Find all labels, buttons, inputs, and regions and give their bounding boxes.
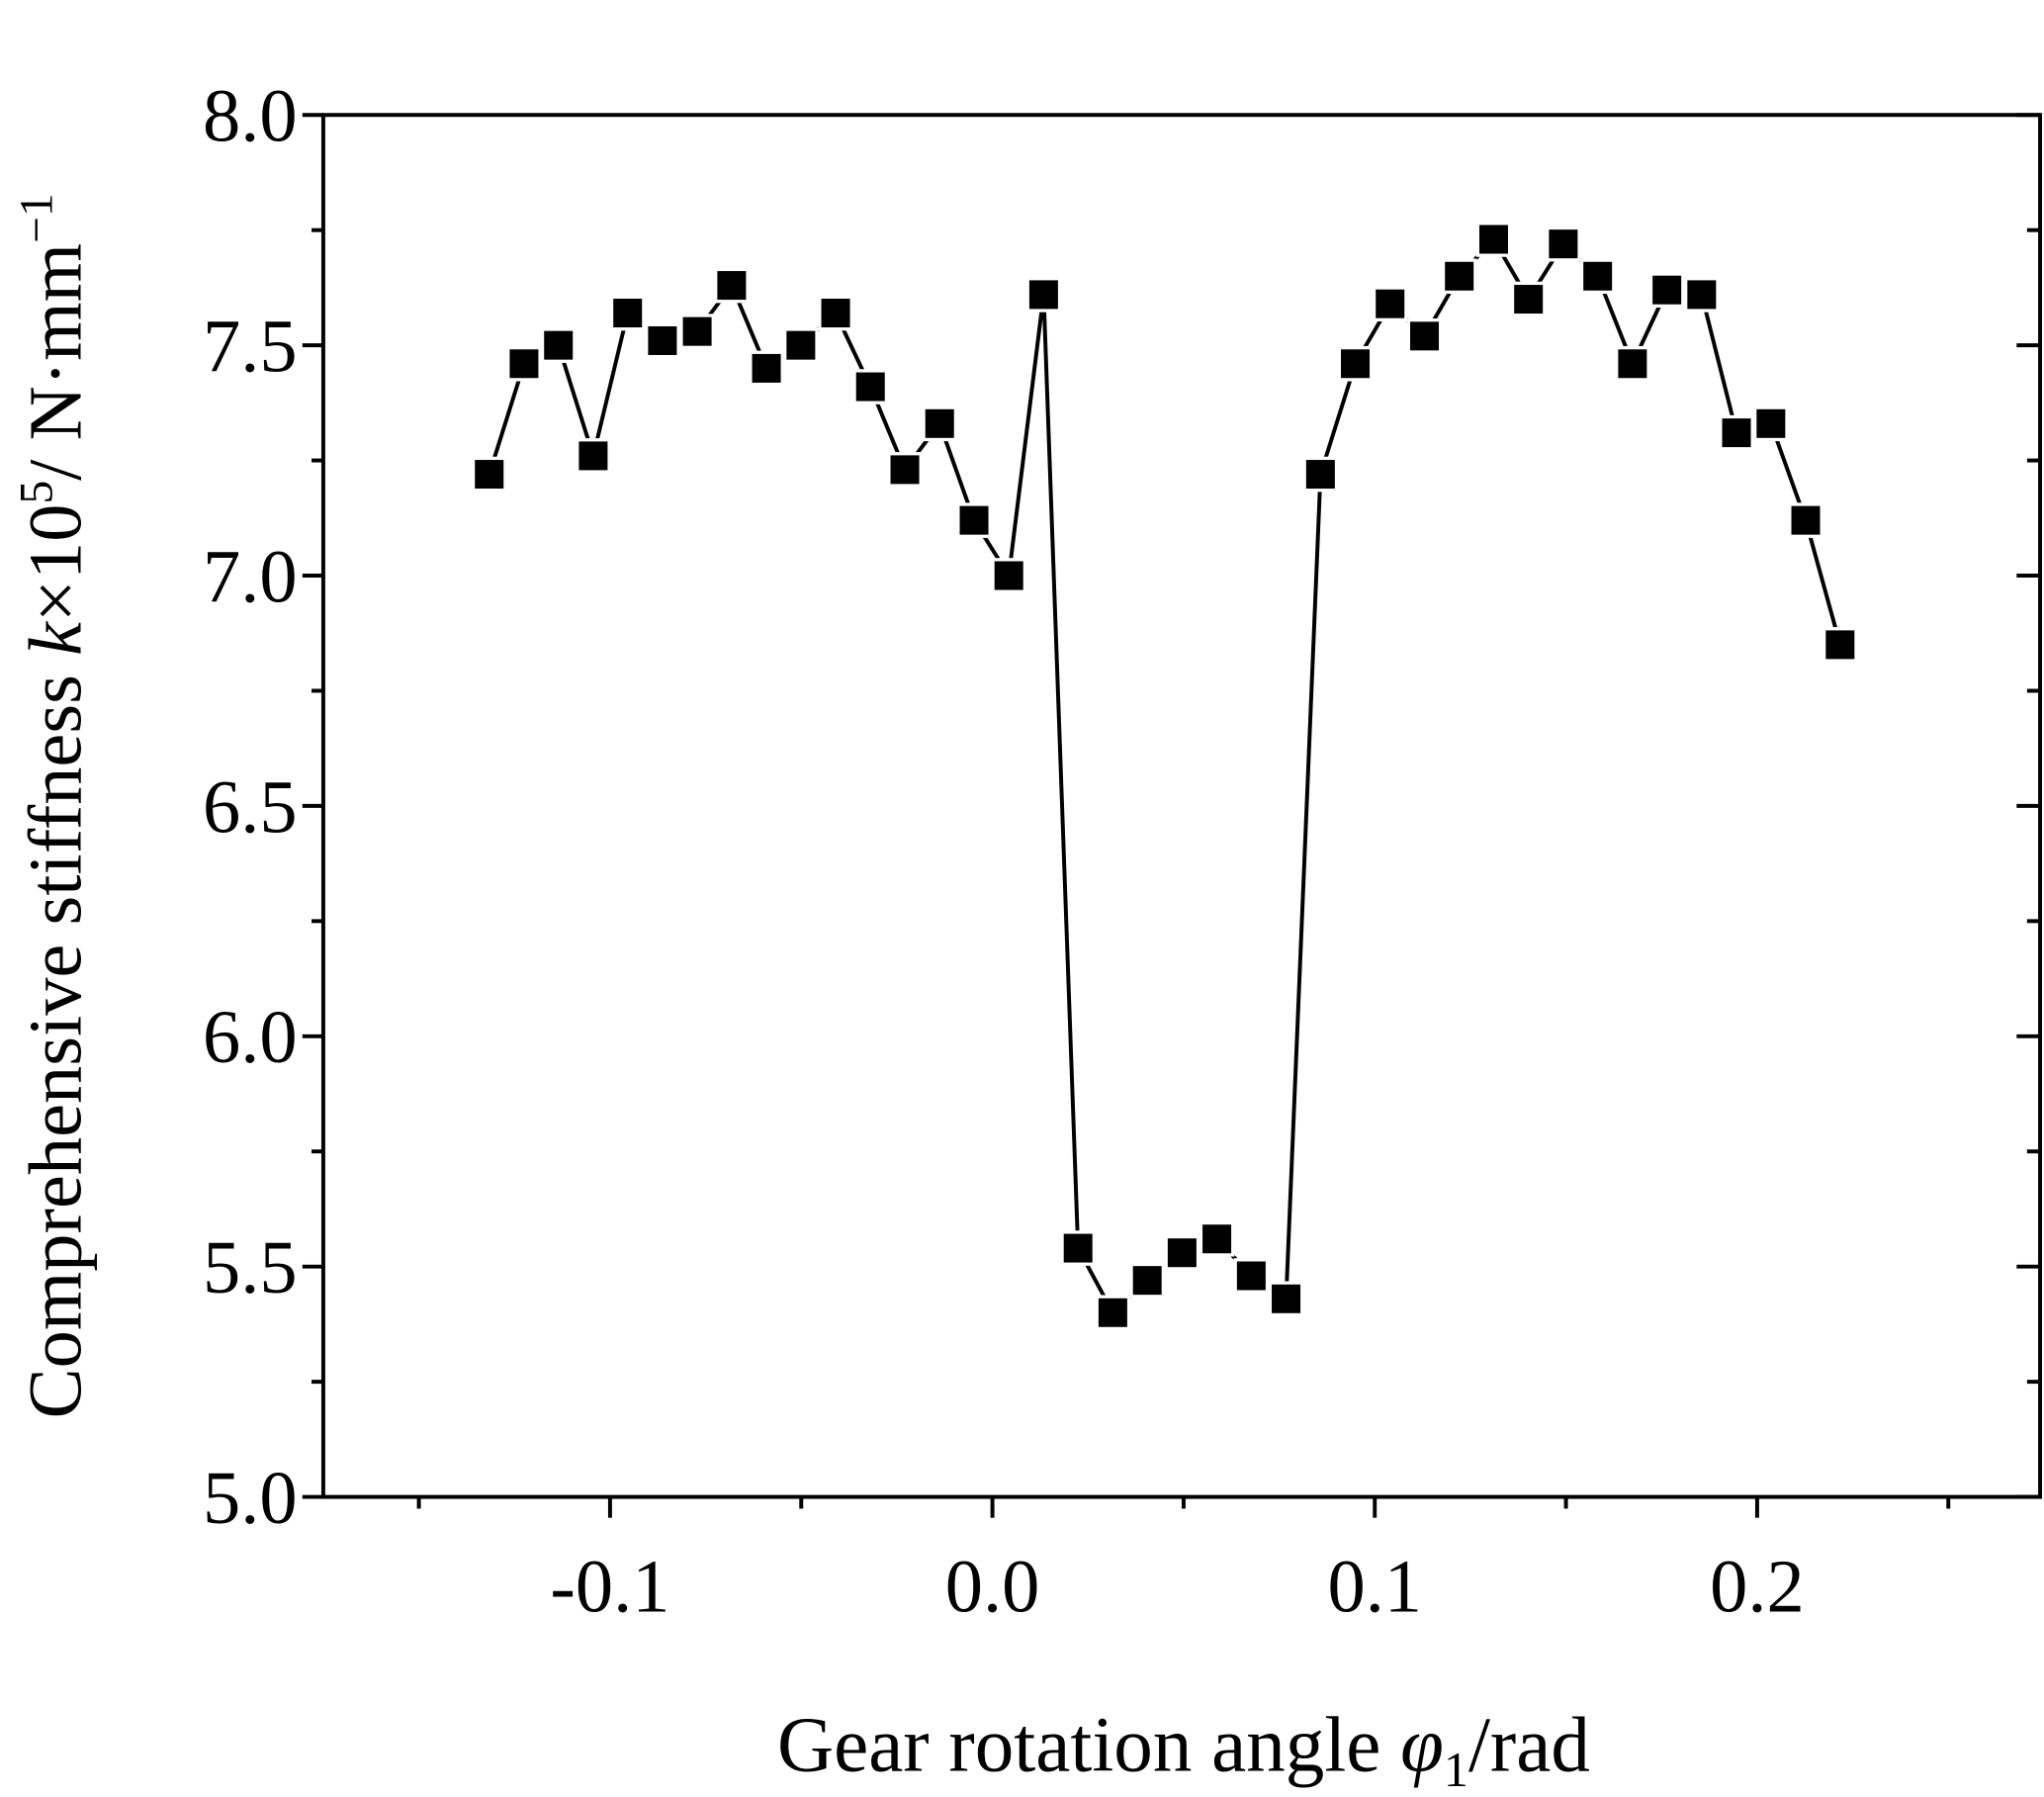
data-point — [922, 405, 958, 442]
y-tick-label: 8.0 — [203, 74, 298, 158]
data-point — [1441, 258, 1477, 295]
data-point — [1684, 277, 1720, 313]
data-point — [1579, 258, 1616, 295]
data-point — [956, 502, 992, 538]
data-point — [1129, 1262, 1165, 1299]
y-tick-label: 5.0 — [203, 1456, 298, 1540]
data-point — [1406, 318, 1443, 354]
data-point — [1025, 277, 1062, 313]
data-point — [1095, 1295, 1131, 1331]
y-axis-label: Comprehensive stiffness k×105/ N·mm−1 — [12, 193, 98, 1418]
x-tick-label: -0.1 — [550, 1545, 669, 1629]
data-point — [471, 456, 507, 493]
x-tick-label: 0.2 — [1710, 1545, 1805, 1629]
data-point — [818, 295, 853, 331]
axes: 5.0 5.5 6.0 6.5 7.0 7.5 8.0 -0.1 0.0 0.1 0.2 — [203, 74, 2043, 1629]
data-point — [1615, 345, 1650, 382]
data-point — [1719, 414, 1754, 451]
data-point — [1337, 345, 1374, 382]
data-point — [1060, 1230, 1096, 1266]
data-point — [1302, 456, 1339, 493]
data-point — [506, 345, 542, 382]
data-point — [1233, 1258, 1270, 1294]
data-point — [1822, 627, 1858, 663]
data-point — [1753, 405, 1789, 442]
data-point — [1788, 502, 1823, 538]
x-axis-label: Gear rotation angle φ1/rad — [777, 1702, 1590, 1797]
y-tick-label: 7.0 — [203, 534, 298, 618]
data-point — [1648, 272, 1685, 309]
data-point — [609, 295, 646, 331]
data-point — [783, 327, 819, 363]
data-point — [540, 327, 577, 363]
data-point — [991, 558, 1027, 593]
x-tick-label: 0.1 — [1327, 1545, 1422, 1629]
data-point — [749, 350, 784, 387]
data-point — [714, 267, 750, 304]
data-point — [887, 452, 923, 488]
data-point — [1475, 222, 1512, 257]
data-point — [1199, 1220, 1235, 1257]
data-point — [1546, 225, 1581, 262]
x-tick-label: 0.0 — [945, 1545, 1040, 1629]
data-point — [1510, 281, 1547, 317]
series-line — [487, 235, 1842, 1316]
data-point — [645, 322, 680, 359]
series-k — [471, 222, 1858, 1331]
y-tick-label: 5.5 — [203, 1225, 298, 1309]
data-point — [1164, 1234, 1200, 1271]
data-point — [576, 438, 611, 474]
y-tick-label: 6.0 — [203, 995, 298, 1079]
data-point — [679, 314, 715, 349]
y-tick-label: 6.5 — [203, 764, 298, 849]
y-tick-label: 7.5 — [203, 304, 298, 388]
plot-frame — [320, 113, 2043, 1499]
data-point — [1268, 1281, 1304, 1317]
data-point — [1372, 286, 1408, 322]
data-point — [852, 369, 889, 404]
